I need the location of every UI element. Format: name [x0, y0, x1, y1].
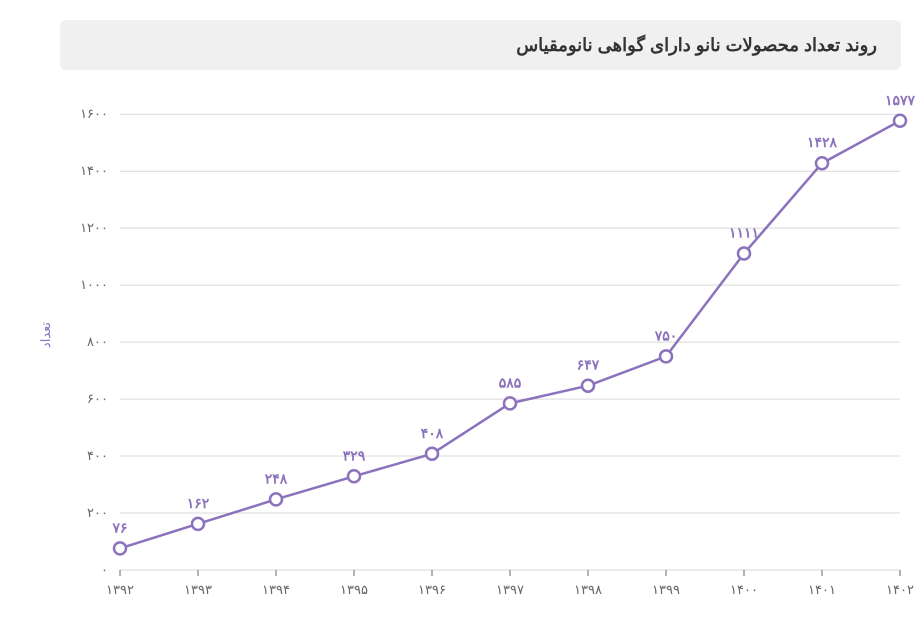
svg-text:۵۸۵: ۵۸۵	[499, 374, 522, 390]
svg-text:۱۶۲: ۱۶۲	[187, 495, 210, 511]
svg-text:۱۱۱۱: ۱۱۱۱	[729, 225, 759, 241]
svg-text:۸۰۰: ۸۰۰	[87, 334, 108, 349]
svg-text:۱۰۰۰: ۱۰۰۰	[80, 277, 108, 292]
svg-text:۷۵۰: ۷۵۰	[654, 327, 678, 343]
svg-text:۴۰۰: ۴۰۰	[87, 448, 108, 463]
svg-text:۷۶: ۷۶	[111, 519, 127, 535]
svg-text:۴۰۸: ۴۰۸	[421, 425, 444, 441]
svg-text:۱۳۹۴: ۱۳۹۴	[262, 582, 290, 597]
svg-text:۱۳۹۲: ۱۳۹۲	[106, 582, 134, 597]
svg-text:۶۴۷: ۶۴۷	[577, 357, 600, 373]
svg-text:۱۳۹۷: ۱۳۹۷	[496, 582, 524, 597]
chart-area: ۰ ۲۰۰ ۴۰۰ ۶۰۰ ۸۰۰ ۱۰۰۰ ۱۲۰۰ ۱۴۰۰ ۱۶۰۰ ۱۳۹۲ ۱۳۹۳ ۱۳۹…	[0, 90, 921, 633]
svg-text:۱۶۰۰: ۱۶۰۰	[80, 106, 108, 121]
svg-text:۱۳۹۸: ۱۳۹۸	[574, 582, 602, 597]
svg-text:۲۴۸: ۲۴۸	[265, 470, 288, 486]
svg-text:۱۳۹۳: ۱۳۹۳	[184, 582, 212, 597]
svg-text:۱۳۹۶: ۱۳۹۶	[418, 582, 446, 597]
svg-text:۱۴۰۰: ۱۴۰۰	[80, 163, 108, 178]
svg-text:۱۴۰۱: ۱۴۰۱	[808, 582, 836, 597]
chart-title: روند تعداد محصولات نانو دارای گواهی نانو…	[516, 35, 877, 56]
line-chart: ۰ ۲۰۰ ۴۰۰ ۶۰۰ ۸۰۰ ۱۰۰۰ ۱۲۰۰ ۱۴۰۰ ۱۶۰۰ ۱۳۹۲ ۱۳۹۳ ۱۳۹…	[0, 90, 921, 633]
svg-text:۱۴۰۰: ۱۴۰۰	[730, 582, 758, 597]
svg-text:۶۰۰: ۶۰۰	[87, 391, 108, 406]
svg-text:۱۳۹۵: ۱۳۹۵	[340, 582, 368, 597]
svg-text:۱۲۰۰: ۱۲۰۰	[80, 220, 108, 235]
svg-text:تعداد: تعداد	[38, 322, 53, 348]
svg-text:۱۴۲۸: ۱۴۲۸	[807, 134, 838, 150]
chart-title-bar: روند تعداد محصولات نانو دارای گواهی نانو…	[60, 20, 901, 70]
svg-text:۳۲۹: ۳۲۹	[343, 447, 366, 463]
svg-text:۰: ۰	[101, 562, 108, 577]
svg-text:۱۴۰۲: ۱۴۰۲	[886, 582, 914, 597]
svg-text:۲۰۰: ۲۰۰	[87, 505, 108, 520]
svg-text:۱۵۷۷: ۱۵۷۷	[885, 92, 916, 108]
svg-text:۱۳۹۹: ۱۳۹۹	[652, 582, 680, 597]
